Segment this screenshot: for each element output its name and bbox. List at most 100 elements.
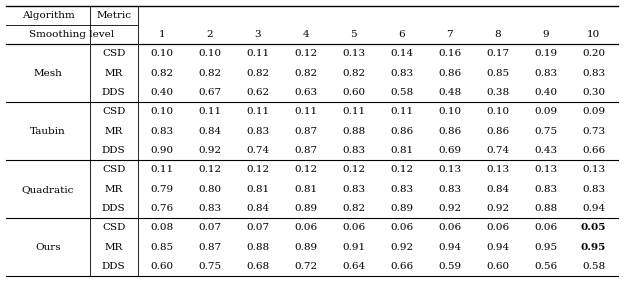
Text: 0.64: 0.64 — [342, 262, 365, 271]
Text: 0.72: 0.72 — [294, 262, 317, 271]
Text: 0.07: 0.07 — [198, 223, 221, 232]
Text: Algorithm: Algorithm — [22, 11, 74, 20]
Text: 0.63: 0.63 — [294, 88, 317, 97]
Text: MR: MR — [104, 69, 123, 78]
Text: 0.82: 0.82 — [294, 69, 317, 78]
Text: 0.82: 0.82 — [342, 69, 365, 78]
Text: 0.83: 0.83 — [534, 69, 557, 78]
Text: 0.90: 0.90 — [150, 146, 173, 155]
Text: 4: 4 — [302, 30, 309, 39]
Text: 0.91: 0.91 — [342, 243, 365, 252]
Text: 5: 5 — [350, 30, 357, 39]
Text: 0.10: 0.10 — [150, 49, 173, 58]
Text: 0.10: 0.10 — [150, 107, 173, 116]
Text: 0.40: 0.40 — [534, 88, 557, 97]
Text: 0.43: 0.43 — [534, 146, 557, 155]
Text: 0.59: 0.59 — [438, 262, 461, 271]
Text: 0.13: 0.13 — [582, 165, 605, 174]
Text: 0.17: 0.17 — [486, 49, 509, 58]
Text: 0.12: 0.12 — [198, 165, 221, 174]
Text: 9: 9 — [542, 30, 549, 39]
Text: 0.75: 0.75 — [534, 127, 557, 136]
Text: 0.11: 0.11 — [294, 107, 317, 116]
Text: 0.16: 0.16 — [438, 49, 461, 58]
Text: 0.92: 0.92 — [438, 204, 461, 213]
Text: 0.83: 0.83 — [342, 146, 365, 155]
Text: 0.62: 0.62 — [246, 88, 269, 97]
Text: 0.10: 0.10 — [486, 107, 509, 116]
Text: 0.06: 0.06 — [294, 223, 317, 232]
Text: CSD: CSD — [102, 165, 125, 174]
Text: DDS: DDS — [102, 88, 125, 97]
Text: 0.86: 0.86 — [390, 127, 413, 136]
Text: 0.83: 0.83 — [246, 127, 269, 136]
Text: 3: 3 — [254, 30, 261, 39]
Text: MR: MR — [104, 185, 123, 194]
Text: 0.60: 0.60 — [486, 262, 509, 271]
Text: 2: 2 — [206, 30, 213, 39]
Text: 6: 6 — [398, 30, 405, 39]
Text: 0.67: 0.67 — [198, 88, 221, 97]
Text: 0.10: 0.10 — [438, 107, 461, 116]
Text: 0.11: 0.11 — [342, 107, 365, 116]
Text: Metric: Metric — [96, 11, 131, 20]
Text: 0.81: 0.81 — [294, 185, 317, 194]
Text: CSD: CSD — [102, 223, 125, 232]
Text: 0.82: 0.82 — [198, 69, 221, 78]
Text: Quadratic: Quadratic — [22, 185, 74, 194]
Text: 0.89: 0.89 — [294, 204, 317, 213]
Text: 0.19: 0.19 — [534, 49, 557, 58]
Text: 0.82: 0.82 — [150, 69, 173, 78]
Text: 0.06: 0.06 — [534, 223, 557, 232]
Text: 0.30: 0.30 — [582, 88, 605, 97]
Text: 7: 7 — [446, 30, 453, 39]
Text: 0.12: 0.12 — [294, 165, 317, 174]
Text: 0.83: 0.83 — [438, 185, 461, 194]
Text: 0.85: 0.85 — [486, 69, 509, 78]
Text: 0.38: 0.38 — [486, 88, 509, 97]
Text: Ours: Ours — [35, 243, 61, 252]
Text: 0.86: 0.86 — [438, 69, 461, 78]
Text: 0.58: 0.58 — [390, 88, 413, 97]
Text: 0.11: 0.11 — [246, 49, 269, 58]
Text: 0.95: 0.95 — [581, 243, 606, 252]
Text: 0.11: 0.11 — [150, 165, 173, 174]
Text: CSD: CSD — [102, 49, 125, 58]
Text: CSD: CSD — [102, 107, 125, 116]
Text: 0.83: 0.83 — [534, 185, 557, 194]
Text: 0.92: 0.92 — [198, 146, 221, 155]
Text: 1: 1 — [158, 30, 165, 39]
Text: 0.09: 0.09 — [582, 107, 605, 116]
Text: 10: 10 — [587, 30, 600, 39]
Text: DDS: DDS — [102, 204, 125, 213]
Text: 0.83: 0.83 — [582, 185, 605, 194]
Text: 0.81: 0.81 — [246, 185, 269, 194]
Text: 0.94: 0.94 — [486, 243, 509, 252]
Text: MR: MR — [104, 243, 123, 252]
Text: 0.13: 0.13 — [438, 165, 461, 174]
Text: DDS: DDS — [102, 262, 125, 271]
Text: 0.12: 0.12 — [342, 165, 365, 174]
Text: 0.84: 0.84 — [246, 204, 269, 213]
Text: 0.83: 0.83 — [150, 127, 173, 136]
Text: 0.82: 0.82 — [246, 69, 269, 78]
Text: 0.66: 0.66 — [390, 262, 413, 271]
Text: 0.12: 0.12 — [390, 165, 413, 174]
Text: 0.11: 0.11 — [390, 107, 413, 116]
Text: 0.11: 0.11 — [198, 107, 221, 116]
Text: 0.69: 0.69 — [438, 146, 461, 155]
Text: MR: MR — [104, 127, 123, 136]
Text: 0.07: 0.07 — [246, 223, 269, 232]
Text: 0.85: 0.85 — [150, 243, 173, 252]
Text: 0.56: 0.56 — [534, 262, 557, 271]
Text: 0.88: 0.88 — [342, 127, 365, 136]
Text: 0.12: 0.12 — [294, 49, 317, 58]
Text: 0.48: 0.48 — [438, 88, 461, 97]
Text: 0.88: 0.88 — [246, 243, 269, 252]
Text: 0.13: 0.13 — [342, 49, 365, 58]
Text: 0.73: 0.73 — [582, 127, 605, 136]
Text: 0.75: 0.75 — [198, 262, 221, 271]
Text: 0.84: 0.84 — [486, 185, 509, 194]
Text: 0.86: 0.86 — [438, 127, 461, 136]
Text: 0.89: 0.89 — [390, 204, 413, 213]
